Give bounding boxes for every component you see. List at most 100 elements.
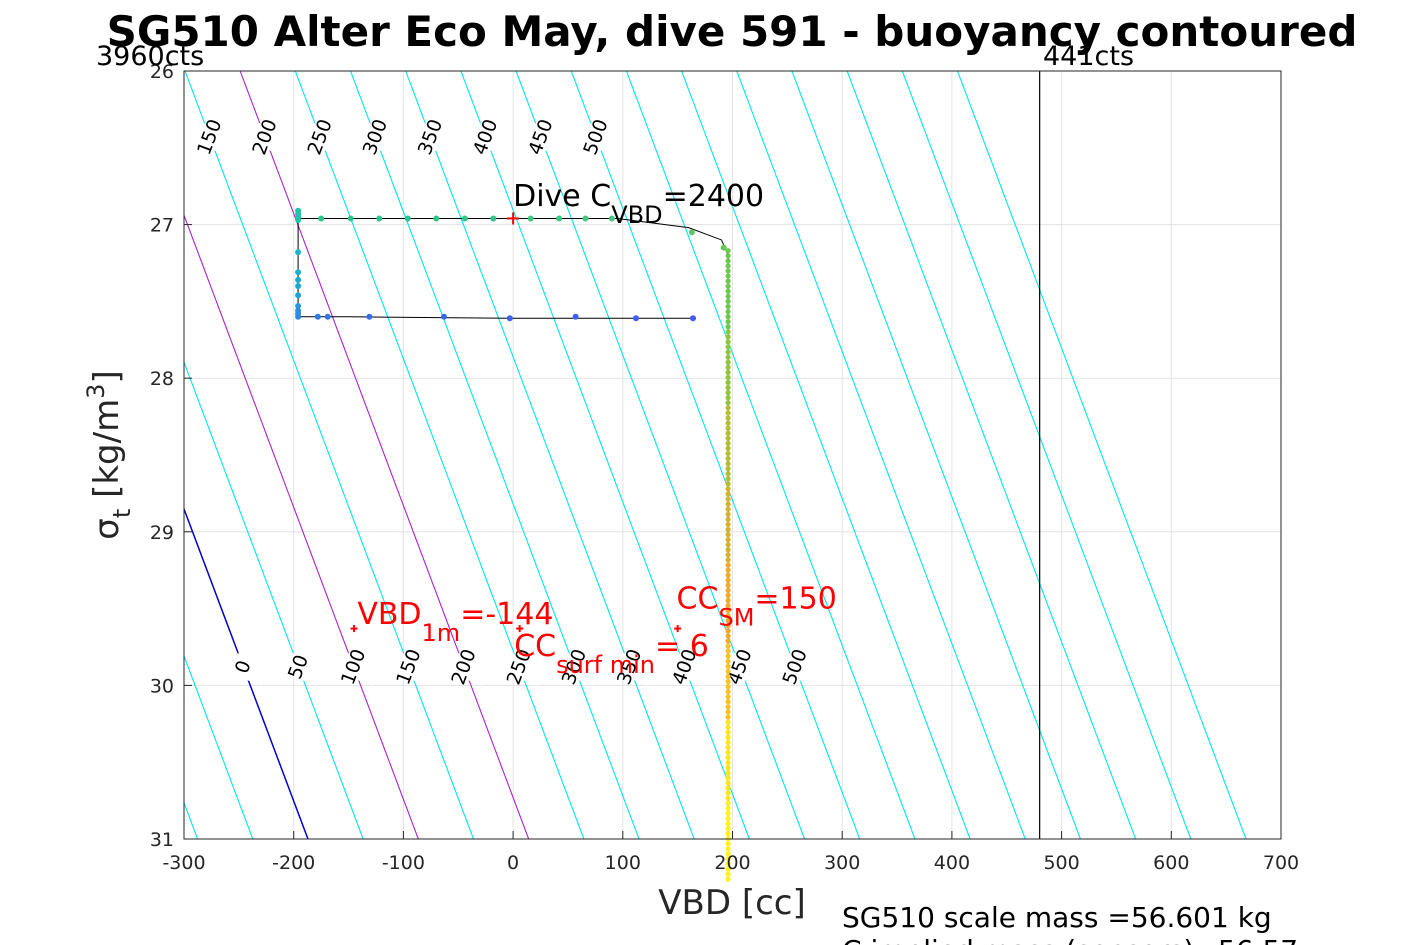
dive-cvbd-annotation: Dive CVBD=2400 (513, 179, 764, 229)
y-axis-label: σt [kg/m3] (82, 370, 136, 539)
data-point (725, 765, 731, 771)
data-point (725, 724, 731, 730)
data-point (725, 719, 731, 725)
scale-mass-text: SG510 scale mass =56.601 kg (842, 901, 1272, 934)
data-point (366, 313, 373, 320)
contour-label-bg (238, 118, 292, 156)
data-point (725, 780, 731, 786)
data-point (725, 810, 731, 816)
data-point (295, 249, 302, 256)
data-point (725, 486, 731, 492)
data-point (725, 329, 731, 335)
data-point (725, 466, 731, 472)
data-point (725, 704, 731, 710)
x-tick-label: -200 (272, 852, 315, 874)
y-tick-label: 30 (150, 675, 174, 697)
contour-line (846, 71, 1137, 839)
data-point (725, 582, 731, 588)
data-point (725, 577, 731, 583)
data-point (725, 526, 731, 533)
x-tick-label: 500 (1043, 852, 1079, 874)
data-point (725, 795, 731, 801)
data-point (725, 278, 731, 284)
contour-label-bg (603, 648, 656, 686)
contour-label-bg (382, 648, 436, 686)
x-tick-label: 400 (934, 852, 970, 874)
cc-surf-min-annotation: CCsurf min= 6 (514, 629, 709, 679)
data-point (725, 288, 731, 294)
data-point (725, 648, 731, 654)
data-point (725, 820, 731, 827)
contour-line (184, 654, 254, 839)
data-point (295, 269, 302, 276)
data-points (295, 207, 731, 882)
data-point (725, 653, 731, 659)
data-point (725, 273, 731, 279)
data-point (725, 714, 731, 720)
x-tick-labels: -300 -200 -100 0 100 200 300 400 500 600 700 (162, 831, 1299, 874)
data-point (725, 303, 731, 310)
vbd-1m-marker (350, 625, 358, 633)
data-point (725, 709, 731, 715)
y-tick-label: 28 (150, 368, 174, 390)
data-point (725, 511, 731, 517)
data-point (725, 491, 731, 497)
data-point (725, 770, 731, 776)
data-point (725, 871, 731, 877)
data-point (725, 673, 731, 680)
data-point (690, 315, 697, 322)
data-point (725, 785, 731, 791)
data-point (725, 450, 731, 457)
data-point (725, 258, 731, 264)
data-point (725, 400, 731, 406)
data-point (725, 369, 731, 375)
data-point (725, 334, 731, 340)
data-point (725, 831, 731, 837)
data-point (295, 276, 302, 283)
data-point (295, 292, 302, 299)
data-point (376, 215, 383, 222)
data-point (725, 678, 731, 685)
data-point (725, 395, 731, 401)
data-point (318, 215, 325, 222)
contour-label-bg (437, 648, 491, 686)
data-point (725, 760, 731, 766)
data-point (725, 293, 731, 299)
contour-line (736, 71, 1026, 839)
data-point (725, 364, 731, 370)
data-point (725, 516, 731, 522)
data-point (725, 410, 731, 416)
contour-line (791, 71, 1081, 839)
y-tick-label: 29 (150, 522, 174, 544)
data-point (725, 587, 731, 593)
data-point (725, 283, 731, 289)
data-point (725, 866, 731, 872)
data-point (725, 749, 731, 756)
data-point (725, 602, 731, 609)
data-point (506, 315, 513, 322)
data-point (725, 805, 731, 811)
data-point (725, 684, 731, 690)
data-point (725, 415, 731, 421)
data-point (347, 215, 354, 222)
markers (350, 212, 682, 633)
data-point (725, 607, 731, 614)
x-tick-label: 300 (824, 852, 860, 874)
x-tick-label: 700 (1263, 852, 1299, 874)
implied-mass-text: C implied mass (sensors)=56.57 (842, 934, 1298, 945)
contour-label-bg (548, 648, 601, 686)
contour-line (625, 71, 916, 839)
data-point (725, 308, 731, 315)
x-tick-label: 100 (605, 852, 641, 874)
contour-label-bg (327, 648, 381, 686)
data-point (725, 668, 731, 675)
data-point (725, 420, 731, 426)
data-point (725, 572, 731, 578)
data-point (725, 694, 731, 700)
data-point (725, 552, 731, 558)
data-point (725, 253, 731, 259)
cc-sm-annotation: CCSM=150 (677, 582, 837, 632)
data-point (608, 215, 615, 222)
contour-line (681, 71, 971, 839)
